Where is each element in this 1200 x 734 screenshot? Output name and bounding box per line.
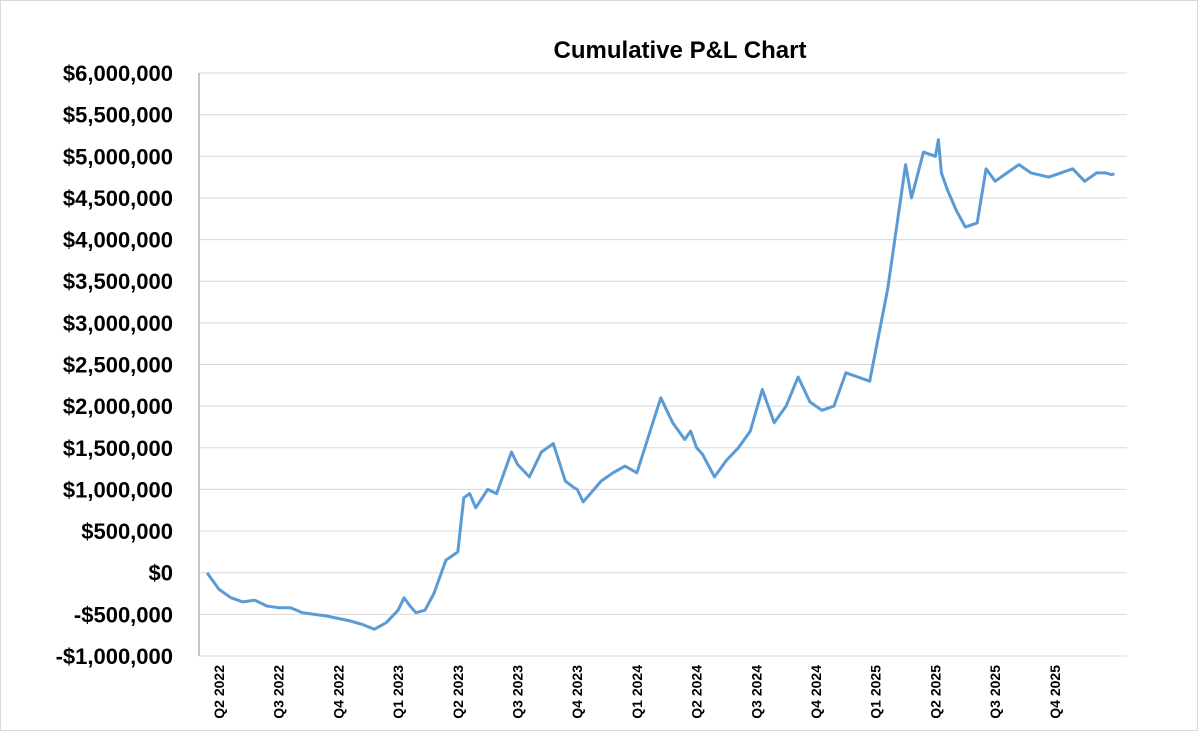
y-tick-label: $3,000,000 bbox=[63, 311, 173, 336]
x-tick-label: Q2 2022 bbox=[211, 665, 227, 719]
series-layer bbox=[205, 138, 1115, 631]
y-tick-label: $1,500,000 bbox=[63, 436, 173, 461]
x-tick-label: Q3 2025 bbox=[987, 665, 1003, 719]
x-tick-label: Q2 2025 bbox=[927, 665, 943, 719]
x-tick-label: Q3 2024 bbox=[748, 665, 764, 719]
series-line-cumulative-pnl bbox=[205, 138, 1115, 631]
gridlines bbox=[199, 72, 1127, 657]
x-tick-label: Q1 2024 bbox=[629, 665, 645, 719]
x-tick-label: Q3 2023 bbox=[510, 665, 526, 719]
y-tick-label: $4,000,000 bbox=[63, 228, 173, 253]
y-tick-label: $6,000,000 bbox=[63, 61, 173, 86]
x-tick-label: Q4 2023 bbox=[569, 665, 585, 719]
y-tick-label: $2,000,000 bbox=[63, 394, 173, 419]
y-tick-label: $2,500,000 bbox=[63, 353, 173, 378]
y-tick-label: $500,000 bbox=[81, 519, 173, 544]
y-tick-label: $0 bbox=[149, 561, 173, 586]
x-tick-label: Q1 2025 bbox=[868, 665, 884, 719]
y-tick-label: $5,500,000 bbox=[63, 103, 173, 128]
y-tick-label: -$500,000 bbox=[74, 602, 173, 627]
chart-title: Cumulative P&L Chart bbox=[554, 37, 807, 64]
y-tick-label: $4,500,000 bbox=[63, 186, 173, 211]
x-tick-label: Q1 2023 bbox=[390, 665, 406, 719]
x-tick-label: Q4 2022 bbox=[330, 665, 346, 719]
y-axis-tick-labels: -$1,000,000 -$500,000 $0 $500,000 $1,000,000… bbox=[56, 61, 173, 669]
x-tick-label: Q4 2025 bbox=[1047, 665, 1063, 719]
x-tick-label: Q3 2022 bbox=[271, 665, 287, 719]
x-axis-tick-labels: Q2 2022 Q3 2022 Q4 2022 Q1 2023 Q2 2023 Q3 20… bbox=[211, 665, 1063, 719]
x-tick-label: Q4 2024 bbox=[808, 665, 824, 719]
y-tick-label: $5,000,000 bbox=[63, 144, 173, 169]
y-tick-label: $1,000,000 bbox=[63, 477, 173, 502]
x-tick-label: Q2 2023 bbox=[450, 665, 466, 719]
y-tick-label: $3,500,000 bbox=[63, 269, 173, 294]
x-tick-label: Q2 2024 bbox=[689, 665, 705, 719]
y-tick-label: -$1,000,000 bbox=[56, 644, 173, 669]
